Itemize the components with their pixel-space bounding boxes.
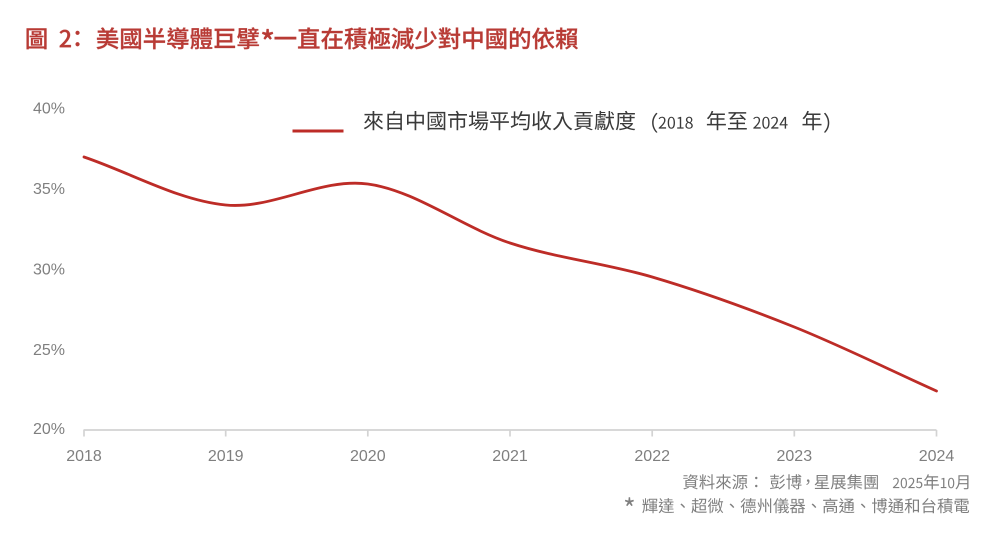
- svg-text:30%: 30%: [33, 262, 65, 279]
- svg-text:2021: 2021: [492, 448, 528, 465]
- svg-text:40%: 40%: [33, 100, 65, 117]
- svg-text:2019: 2019: [208, 448, 244, 465]
- svg-text:2024: 2024: [919, 448, 955, 465]
- svg-text:2023: 2023: [777, 448, 813, 465]
- svg-text:35%: 35%: [33, 181, 65, 198]
- svg-text:2020: 2020: [350, 448, 386, 465]
- svg-text:2018: 2018: [66, 448, 102, 465]
- svg-text:20%: 20%: [33, 421, 65, 438]
- svg-text:25%: 25%: [33, 342, 65, 359]
- svg-text:2022: 2022: [634, 448, 670, 465]
